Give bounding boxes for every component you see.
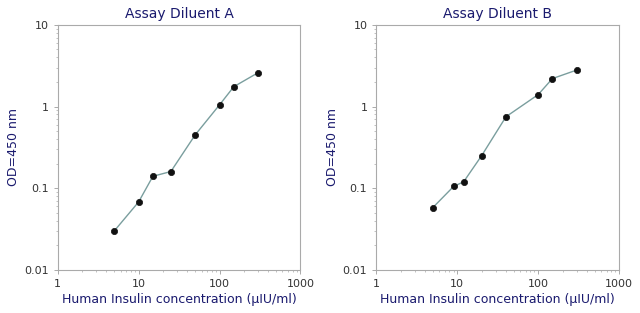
Title: Assay Diluent B: Assay Diluent B xyxy=(444,7,552,21)
X-axis label: Human Insulin concentration (μIU/ml): Human Insulin concentration (μIU/ml) xyxy=(61,293,296,306)
X-axis label: Human Insulin concentration (μIU/ml): Human Insulin concentration (μIU/ml) xyxy=(380,293,615,306)
Y-axis label: OD=450 nm: OD=450 nm xyxy=(326,108,339,186)
Title: Assay Diluent A: Assay Diluent A xyxy=(125,7,234,21)
Y-axis label: OD=450 nm: OD=450 nm xyxy=(7,108,20,186)
